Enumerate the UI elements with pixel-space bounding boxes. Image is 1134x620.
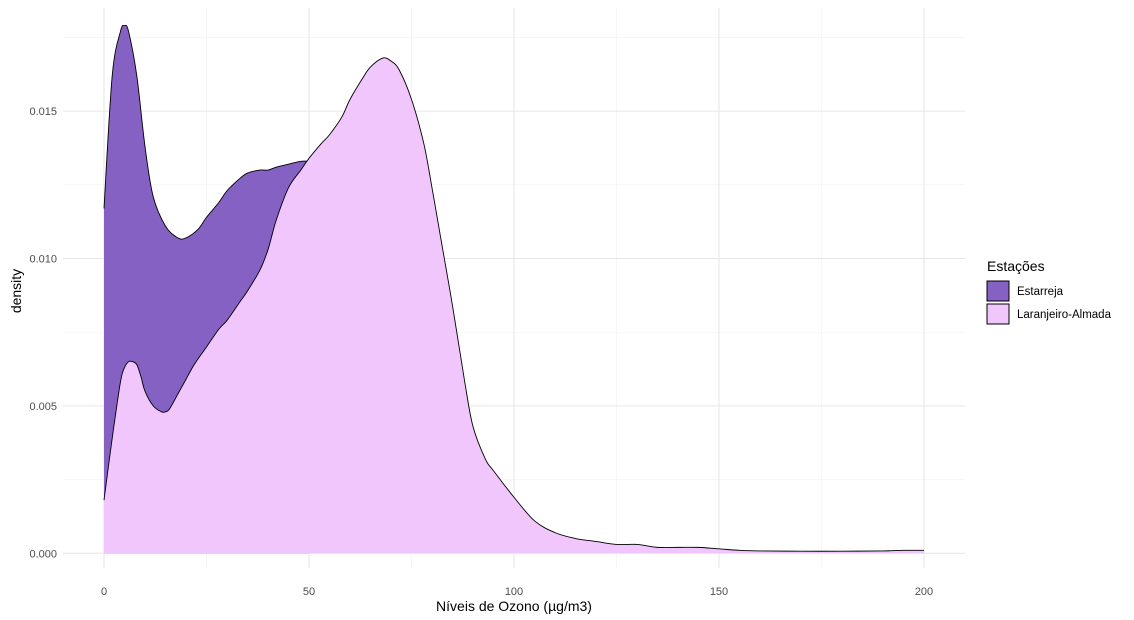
y-tick-label: 0.015 [29,106,57,118]
density-line-laranjeiro-almada [103,57,925,552]
x-tick-label: 50 [303,586,315,598]
y-tick-label: 0.000 [29,548,57,560]
major-gridlines [63,8,965,568]
legend-swatch-estarreja [986,280,1010,302]
legend-title: Estações [987,258,1045,274]
legend-label-laranjeiro-almada: Laranjeiro-Almada [1017,309,1112,321]
y-tick-label: 0.010 [29,254,57,266]
area-fill-laranjeiro-almada [104,57,924,554]
density-line-estarreja [103,24,310,240]
legend: Estações Estarreja Laranjeiro-Almada [986,258,1112,325]
legend-swatch-laranjeiro-almada [986,303,1010,325]
x-tick-label: 200 [915,586,933,598]
density-areas [103,24,925,554]
y-axis-title: density [8,269,24,313]
legend-label-estarreja: Estarreja [1017,286,1064,298]
y-tick-label: 0.005 [29,401,57,413]
x-tick-label: 0 [101,586,107,598]
y-axis-ticks: 0.000 0.005 0.010 0.015 [29,106,57,560]
x-tick-label: 100 [505,586,523,598]
x-tick-label: 150 [710,586,728,598]
x-axis-title: Níveis de Ozono (µg/m3) [436,598,592,614]
x-axis-ticks: 0 50 100 150 200 [101,586,933,598]
